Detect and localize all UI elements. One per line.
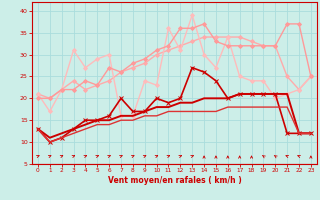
X-axis label: Vent moyen/en rafales ( km/h ): Vent moyen/en rafales ( km/h ) — [108, 176, 241, 185]
